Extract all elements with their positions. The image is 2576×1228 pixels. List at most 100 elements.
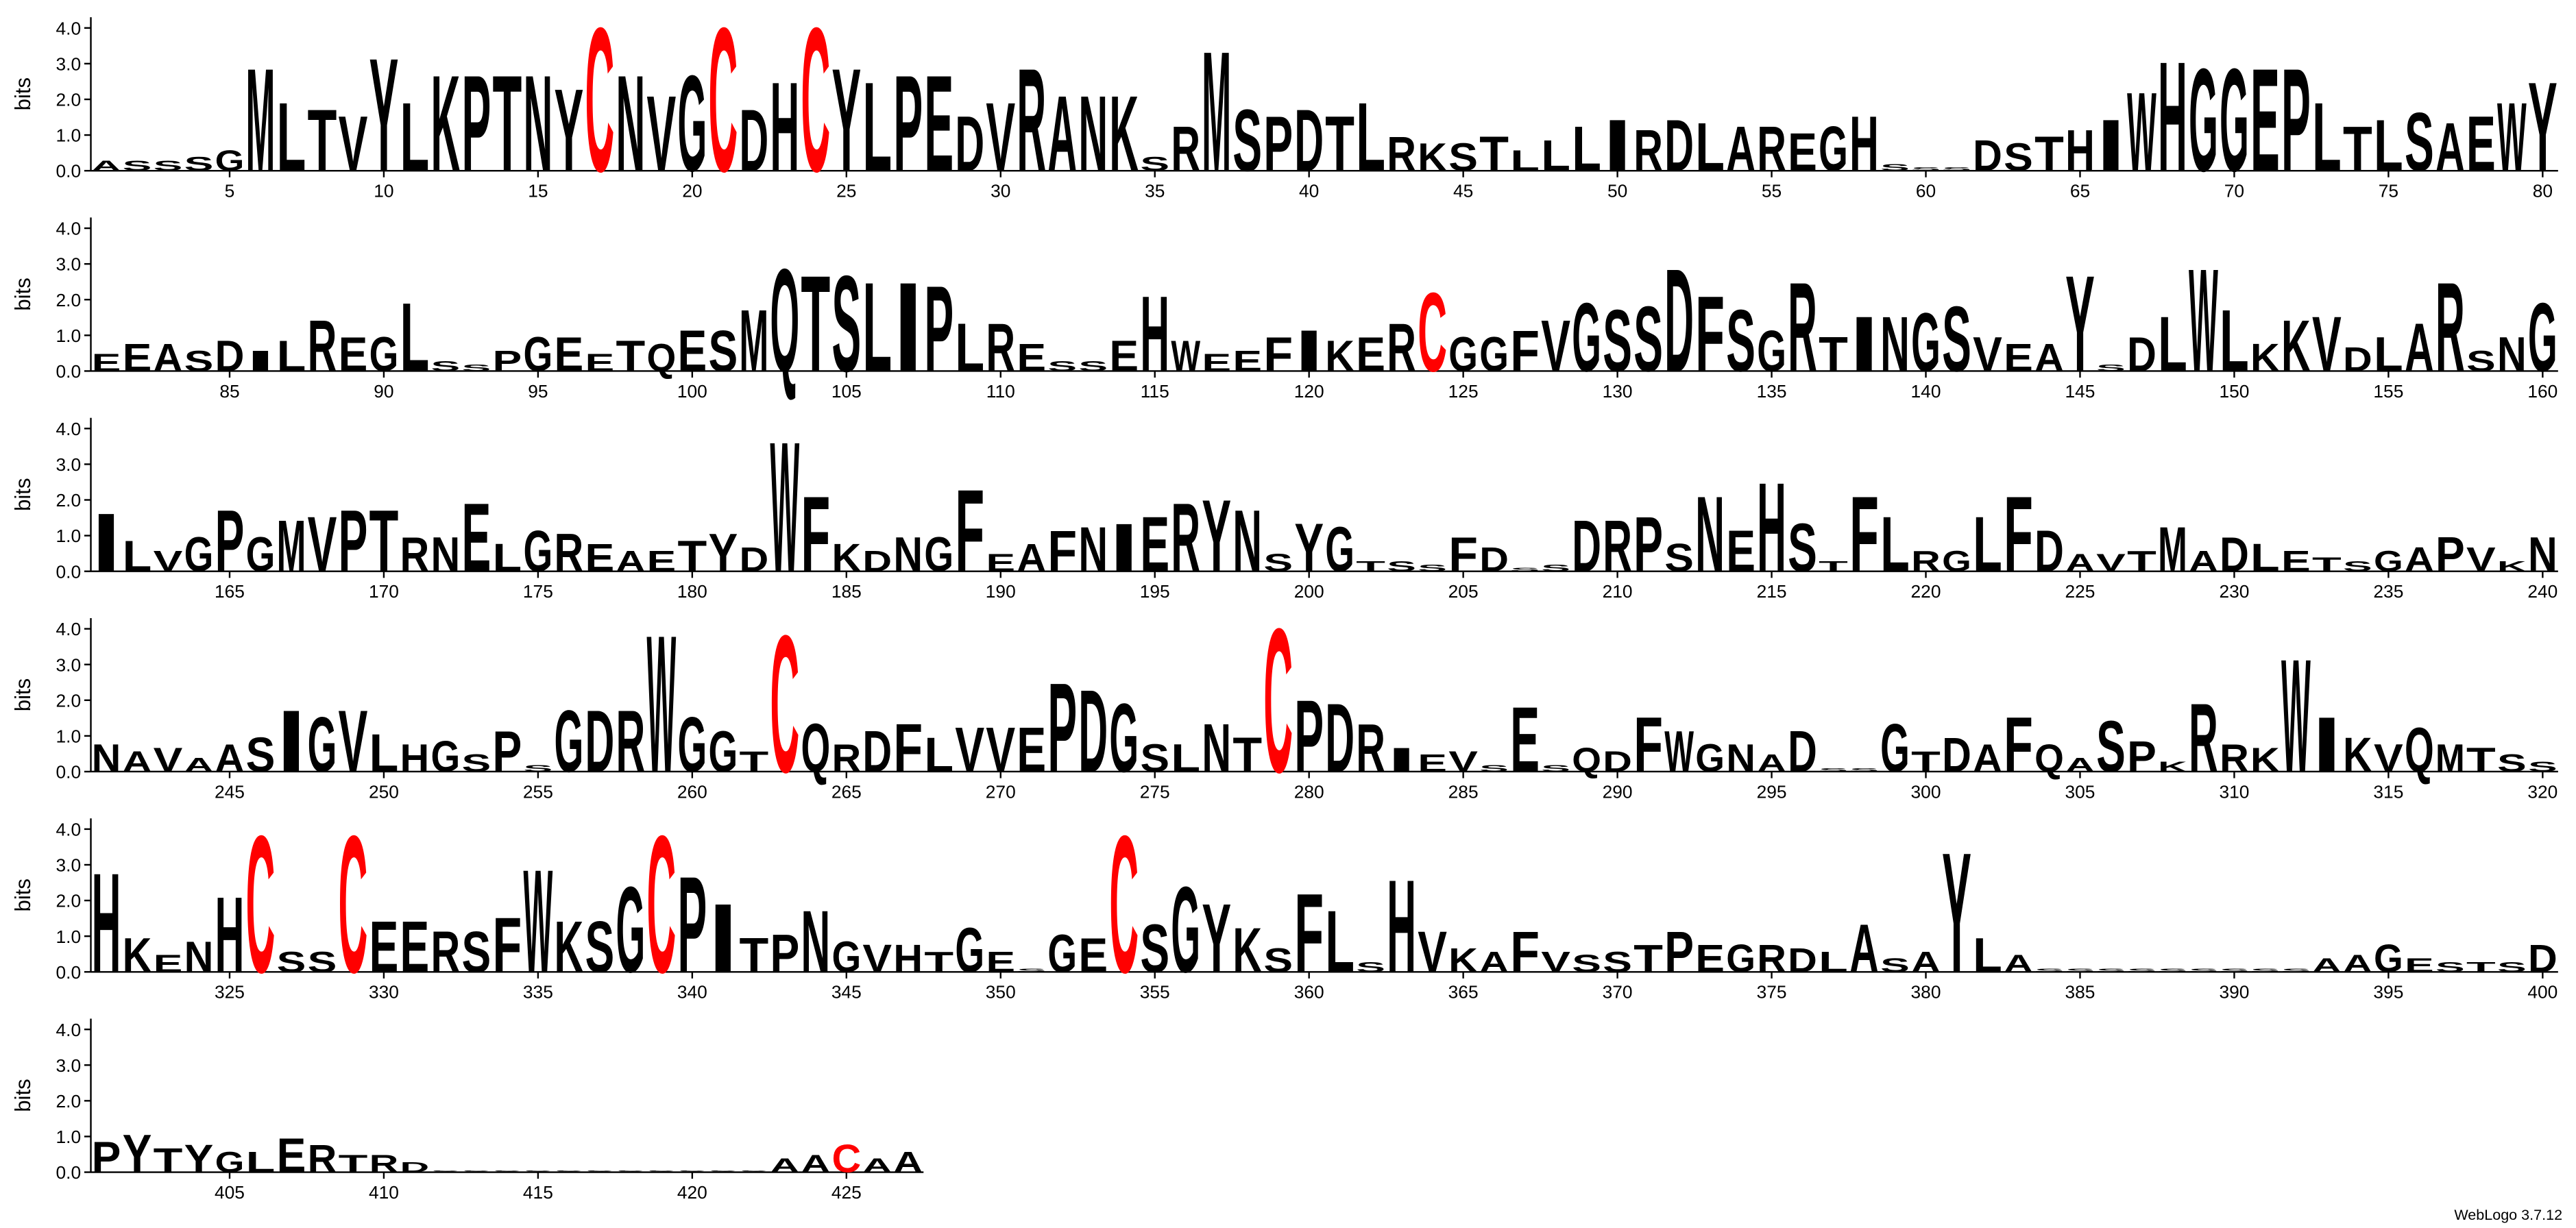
logo-letter: D — [1603, 746, 1632, 778]
logo-letter: E — [2281, 545, 2311, 578]
logo-letter: S — [1572, 950, 1601, 978]
logo-letter: L — [1325, 893, 1354, 992]
logo-letter: T — [616, 332, 646, 381]
logo-letter: P — [1047, 656, 1077, 799]
logo-letter: I — [2096, 105, 2126, 187]
logo-letter: C — [1263, 587, 1293, 816]
logo-letter: R — [2435, 256, 2465, 398]
logo-letter: P — [677, 848, 707, 1001]
x-tick-label: 275 — [1140, 781, 1170, 802]
logo-letter: S — [555, 1170, 584, 1172]
logo-letter: I — [1294, 319, 1324, 384]
logo-letter: Y — [831, 38, 861, 202]
y-tick-label: 0.0 — [56, 962, 82, 983]
logo-letter: D — [1572, 506, 1601, 588]
logo-letter: T — [2312, 554, 2342, 576]
logo-letter: T — [2127, 545, 2156, 578]
logo-letter: E — [1510, 689, 1540, 792]
logo-letter: C — [1418, 270, 1447, 395]
x-tick-label: 335 — [523, 982, 553, 1003]
logo-letter: G — [831, 933, 861, 982]
logo-letter: S — [1788, 510, 1817, 587]
logo-letter: W — [2127, 69, 2156, 195]
x-tick-label: 365 — [1448, 982, 1479, 1003]
logo-letter: L — [246, 1146, 276, 1179]
x-tick-label: 120 — [1294, 381, 1324, 402]
logo-letter: T — [677, 532, 707, 581]
y-tick-label: 2.0 — [56, 290, 82, 310]
logo-letter: A — [2405, 310, 2434, 386]
logo-letter: G — [308, 702, 337, 789]
x-tick-label: 390 — [2219, 982, 2249, 1003]
logo-letter: S — [2034, 968, 2064, 973]
x-tick-label: 260 — [677, 781, 707, 802]
logo-letter: A — [1973, 736, 2002, 781]
logo-letter: C — [246, 796, 276, 1014]
logo-letter: G — [215, 145, 245, 177]
logo-letter: V — [1541, 306, 1570, 388]
logo-letter: I — [92, 498, 121, 590]
logo-letter: D — [2127, 328, 2156, 382]
logo-letter: D — [1479, 541, 1509, 579]
logo-letter: N — [1726, 736, 1755, 781]
logo-letter: A — [2034, 335, 2064, 380]
logo-letter: E — [1788, 123, 1817, 183]
logo-letter: G — [1757, 319, 1786, 384]
logo-letter: R — [1356, 710, 1385, 787]
logo-letter: E — [646, 545, 676, 578]
logo-letter: L — [2374, 105, 2403, 187]
logo-letter: L — [2374, 328, 2403, 382]
y-axis-label: bits — [11, 1079, 35, 1112]
x-tick-label: 25 — [836, 180, 856, 201]
logo-letter: M — [246, 38, 276, 202]
x-tick-label: 45 — [1453, 180, 1473, 201]
logo-letter: G — [215, 1146, 245, 1179]
x-tick-label: 330 — [369, 982, 399, 1003]
logo-letter: N — [524, 47, 553, 200]
logo-letter: Y — [369, 25, 399, 205]
logo-letter: L — [924, 728, 953, 783]
y-tick-label: 3.0 — [56, 53, 82, 74]
logo-letter: F — [1294, 870, 1324, 996]
y-tick-label: 2.0 — [56, 1091, 82, 1112]
logo-letter: G — [677, 702, 707, 789]
logo-letter: G — [2189, 38, 2218, 202]
logo-letter: C — [646, 796, 676, 1014]
x-tick-label: 15 — [528, 180, 548, 201]
logo-letter: K — [831, 536, 861, 580]
logo-letter: S — [431, 1170, 461, 1172]
logo-letter: S — [677, 1170, 707, 1172]
logo-letter: C — [339, 796, 368, 1014]
y-tick-label: 0.0 — [56, 161, 82, 182]
logo-letter: N — [616, 47, 646, 200]
logo-letter: A — [1479, 946, 1509, 979]
logo-letter: E — [924, 47, 953, 200]
logo-letter: E — [2250, 38, 2280, 202]
logo-letter: A — [154, 335, 183, 380]
logo-letter: S — [739, 1170, 768, 1172]
logo-letter: S — [646, 1170, 676, 1172]
logo-letter: C — [801, 0, 830, 215]
logo-letter: K — [2281, 306, 2311, 388]
x-tick-label: 105 — [831, 381, 862, 402]
logo-letter: S — [1448, 135, 1478, 180]
logo-letter: V — [308, 502, 337, 589]
logo-letter: D — [1664, 238, 1694, 402]
logo-letter: H — [215, 876, 245, 996]
logo-letter: E — [2466, 101, 2496, 188]
logo-letter: G — [184, 528, 214, 582]
logo-letter: P — [770, 924, 799, 984]
logo-letter: G — [616, 861, 646, 998]
logo-letter: R — [986, 310, 1015, 386]
logo-letter: Q — [801, 710, 830, 787]
logo-letter: P — [893, 47, 923, 200]
logo-letter: A — [1757, 750, 1786, 777]
logo-letter: A — [893, 1146, 923, 1179]
logo-letter: G — [1109, 685, 1139, 794]
logo-letter: G — [2374, 545, 2403, 578]
x-tick-label: 350 — [986, 982, 1016, 1003]
logo-letter: A — [2189, 545, 2218, 578]
logo-letter: C — [708, 0, 738, 215]
x-tick-label: 10 — [374, 180, 393, 201]
logo-letter: V — [1541, 946, 1570, 979]
